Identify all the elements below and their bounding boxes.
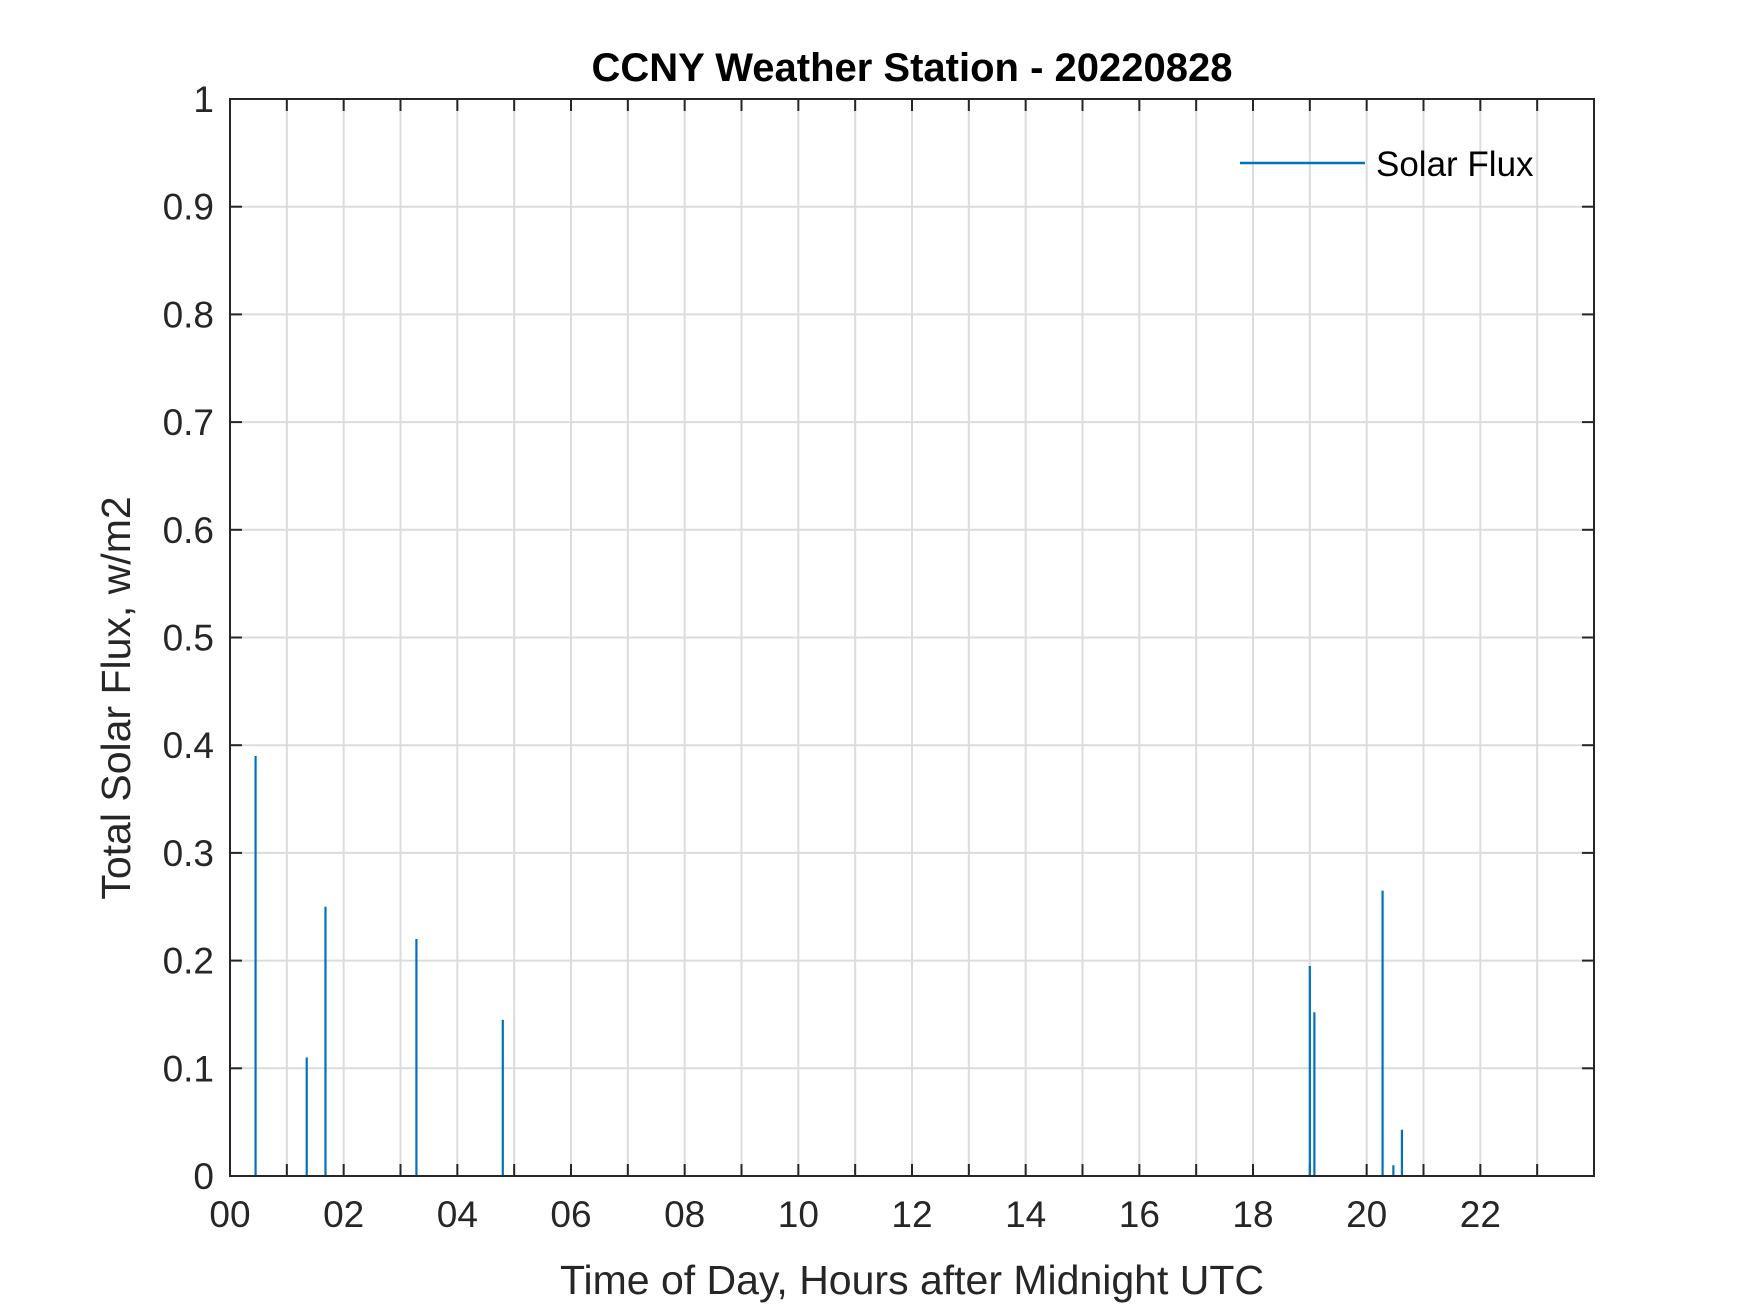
x-tick-label: 02 [323, 1194, 364, 1235]
y-tick-label: 0.6 [163, 510, 214, 551]
y-tick-label: 0.5 [163, 618, 214, 659]
y-axis-label: Total Solar Flux, w/m2 [93, 496, 139, 899]
series-solar-flux [254, 755, 1404, 1176]
x-tick-label: 18 [1232, 1194, 1273, 1235]
x-tick-label: 16 [1119, 1194, 1160, 1235]
x-tick-label: 12 [891, 1194, 932, 1235]
y-tick-label: 0 [193, 1156, 214, 1197]
legend-label-solar-flux: Solar Flux [1376, 145, 1534, 184]
x-axis-label: Time of Day, Hours after Midnight UTC [560, 1257, 1264, 1303]
y-tick-label: 0.8 [163, 294, 214, 335]
y-tick-labels: 0 0.1 0.2 0.3 0.4 0.5 0.6 0.7 0.8 0.9 1 [163, 79, 214, 1197]
x-tick-labels: 00 02 04 06 08 10 12 14 16 18 20 22 [209, 1194, 1500, 1235]
grid-lines [230, 99, 1594, 1176]
y-tick-label: 0.4 [163, 725, 214, 766]
plot-frame [229, 98, 1595, 1177]
y-tick-label: 0.7 [163, 402, 214, 443]
legend: Solar Flux [1240, 145, 1534, 184]
y-tick-label: 1 [193, 79, 214, 120]
y-tick-label: 0.2 [163, 941, 214, 982]
x-tick-label: 22 [1460, 1194, 1501, 1235]
x-tick-label: 14 [1005, 1194, 1046, 1235]
y-tick-label: 0.1 [163, 1048, 214, 1089]
x-tick-label: 08 [664, 1194, 705, 1235]
y-tick-label: 0.9 [163, 187, 214, 228]
x-tick-label: 04 [437, 1194, 478, 1235]
x-tick-label: 20 [1346, 1194, 1387, 1235]
x-tick-label: 00 [209, 1194, 250, 1235]
y-tick-label: 0.3 [163, 833, 214, 874]
chart-title: CCNY Weather Station - 20220828 [592, 46, 1233, 90]
x-tick-label: 06 [550, 1194, 591, 1235]
x-tick-label: 10 [778, 1194, 819, 1235]
